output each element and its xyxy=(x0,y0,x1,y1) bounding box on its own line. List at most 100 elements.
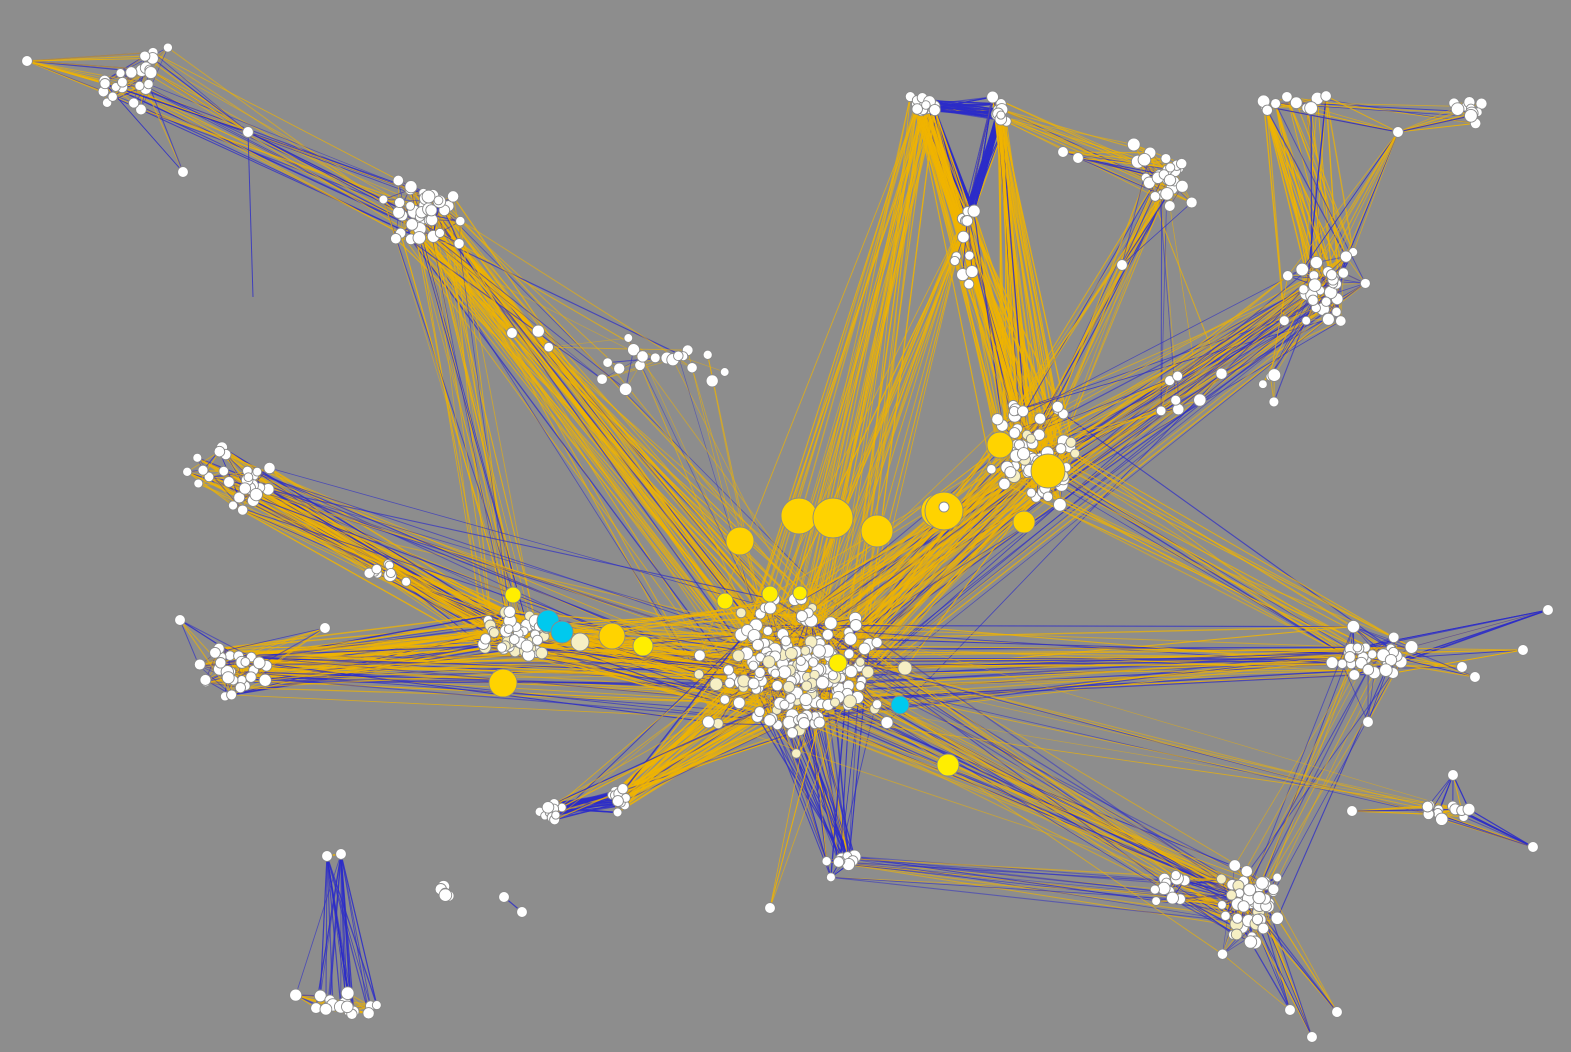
graph-node[interactable] xyxy=(1193,393,1207,407)
graph-node[interactable] xyxy=(821,628,834,641)
graph-node[interactable] xyxy=(252,656,266,670)
graph-node[interactable] xyxy=(725,526,755,556)
graph-node[interactable] xyxy=(1030,453,1066,489)
graph-node[interactable] xyxy=(1053,497,1067,512)
graph-node[interactable] xyxy=(1392,126,1404,138)
graph-node[interactable] xyxy=(705,374,719,388)
graph-node[interactable] xyxy=(1379,663,1393,677)
graph-node[interactable] xyxy=(488,627,500,638)
graph-node[interactable] xyxy=(516,906,528,918)
graph-node[interactable] xyxy=(438,888,453,902)
graph-node[interactable] xyxy=(392,206,405,219)
graph-node[interactable] xyxy=(321,850,333,862)
graph-node[interactable] xyxy=(503,605,516,618)
graph-node[interactable] xyxy=(541,801,555,814)
graph-node[interactable] xyxy=(1281,91,1293,103)
graph-node[interactable] xyxy=(1215,367,1228,380)
graph-node[interactable] xyxy=(1348,669,1361,681)
graph-node[interactable] xyxy=(1176,157,1188,170)
graph-node[interactable] xyxy=(412,231,427,245)
graph-node[interactable] xyxy=(780,635,792,647)
graph-node[interactable] xyxy=(139,50,151,62)
graph-node[interactable] xyxy=(455,215,466,227)
graph-node[interactable] xyxy=(1017,405,1029,418)
graph-node[interactable] xyxy=(821,856,832,867)
graph-node[interactable] xyxy=(598,622,626,650)
graph-node[interactable] xyxy=(761,585,779,603)
graph-node[interactable] xyxy=(795,655,806,666)
graph-node[interactable] xyxy=(724,677,736,689)
graph-node[interactable] xyxy=(446,190,460,203)
graph-node[interactable] xyxy=(735,607,747,619)
graph-node[interactable] xyxy=(812,644,826,658)
graph-node[interactable] xyxy=(872,699,883,710)
graph-node[interactable] xyxy=(199,673,212,686)
graph-node[interactable] xyxy=(596,373,608,385)
graph-node[interactable] xyxy=(797,717,811,730)
graph-node[interactable] xyxy=(1404,640,1419,654)
graph-node[interactable] xyxy=(1309,255,1323,270)
graph-node[interactable] xyxy=(991,413,1004,426)
graph-node[interactable] xyxy=(433,195,444,206)
graph-node[interactable] xyxy=(1175,179,1189,193)
graph-node[interactable] xyxy=(890,695,910,715)
graph-node[interactable] xyxy=(632,635,654,657)
graph-node[interactable] xyxy=(928,103,941,117)
graph-node[interactable] xyxy=(1163,200,1176,212)
graph-node[interactable] xyxy=(1362,716,1374,728)
graph-node[interactable] xyxy=(335,848,347,860)
graph-node[interactable] xyxy=(503,624,514,634)
graph-node[interactable] xyxy=(401,576,412,587)
graph-node[interactable] xyxy=(223,476,235,488)
graph-node[interactable] xyxy=(1170,394,1182,406)
graph-node[interactable] xyxy=(1008,427,1021,439)
graph-node[interactable] xyxy=(1447,769,1459,781)
graph-node[interactable] xyxy=(341,1000,354,1014)
graph-node[interactable] xyxy=(1070,448,1081,459)
graph-node[interactable] xyxy=(531,324,545,338)
graph-node[interactable] xyxy=(830,697,840,708)
graph-node[interactable] xyxy=(770,668,781,679)
graph-node[interactable] xyxy=(242,126,254,138)
graph-node[interactable] xyxy=(143,78,154,90)
graph-node[interactable] xyxy=(263,461,276,475)
graph-node[interactable] xyxy=(693,669,705,680)
graph-node[interactable] xyxy=(911,103,923,115)
graph-node[interactable] xyxy=(1251,913,1264,926)
graph-node[interactable] xyxy=(214,657,227,669)
graph-node[interactable] xyxy=(1149,191,1161,202)
graph-node[interactable] xyxy=(612,807,623,818)
graph-node[interactable] xyxy=(1435,812,1449,826)
graph-node[interactable] xyxy=(861,665,875,679)
graph-node[interactable] xyxy=(390,232,402,245)
graph-node[interactable] xyxy=(986,464,997,475)
graph-node[interactable] xyxy=(764,902,776,914)
graph-node[interactable] xyxy=(1228,859,1242,872)
graph-node[interactable] xyxy=(673,350,684,362)
graph-node[interactable] xyxy=(938,501,950,513)
graph-node[interactable] xyxy=(1344,651,1356,663)
graph-node[interactable] xyxy=(844,665,858,679)
graph-node[interactable] xyxy=(319,1002,333,1016)
graph-node[interactable] xyxy=(233,491,246,504)
graph-node[interactable] xyxy=(1042,491,1054,502)
graph-node[interactable] xyxy=(240,657,251,667)
graph-node[interactable] xyxy=(1278,315,1290,327)
graph-node[interactable] xyxy=(107,91,118,102)
graph-node[interactable] xyxy=(627,343,641,357)
graph-node[interactable] xyxy=(209,646,221,659)
graph-node[interactable] xyxy=(1320,90,1332,102)
graph-node[interactable] xyxy=(719,367,730,377)
graph-node[interactable] xyxy=(1270,911,1284,925)
graph-node[interactable] xyxy=(860,514,894,548)
graph-node[interactable] xyxy=(618,382,633,396)
graph-node[interactable] xyxy=(479,633,492,645)
graph-node[interactable] xyxy=(880,716,894,730)
graph-node[interactable] xyxy=(800,645,811,656)
graph-node[interactable] xyxy=(722,664,735,676)
graph-node[interactable] xyxy=(1421,800,1434,813)
graph-node[interactable] xyxy=(1172,370,1184,382)
graph-node[interactable] xyxy=(1464,108,1478,123)
graph-node[interactable] xyxy=(762,655,776,669)
graph-node[interactable] xyxy=(1026,487,1037,498)
